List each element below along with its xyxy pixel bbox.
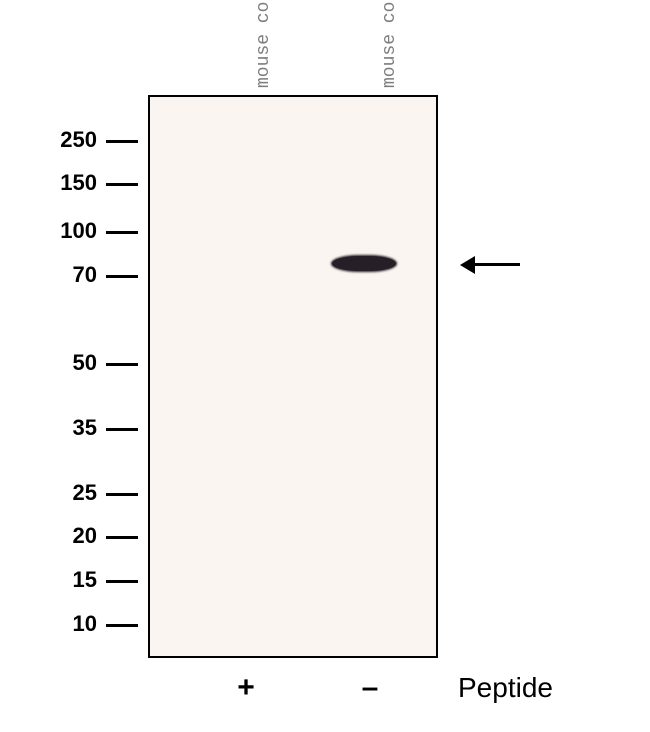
peptide-plus: + [226, 671, 266, 705]
peptide-minus: – [350, 671, 390, 705]
band-arrow [0, 0, 650, 732]
figure-canvas: mouse colon mouse colon 2501501007050352… [0, 0, 650, 732]
peptide-label: Peptide [458, 672, 553, 704]
arrow-head-icon [460, 256, 475, 274]
arrow-shaft [475, 263, 520, 266]
